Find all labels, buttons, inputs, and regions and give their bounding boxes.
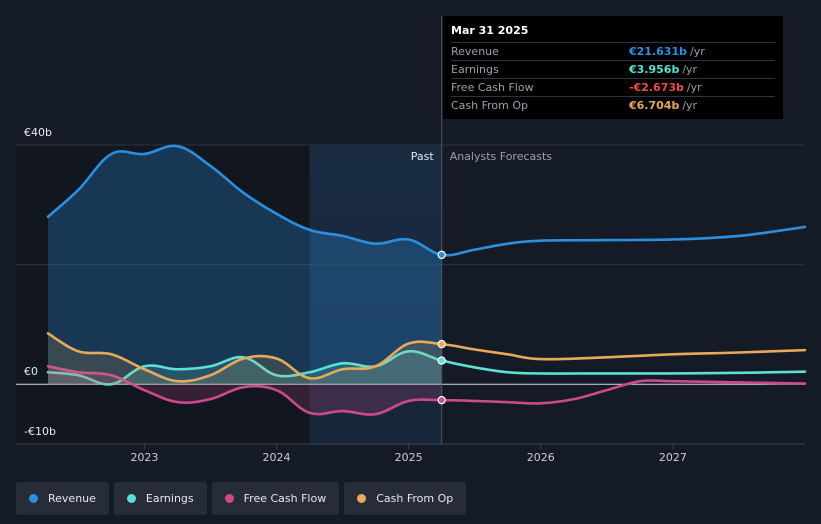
tooltip-unit: /yr [686, 81, 702, 94]
y-tick-label: €40b [24, 126, 52, 139]
legend-label: Earnings [145, 492, 194, 505]
free-cash-flow-marker [437, 395, 446, 405]
tooltip-value: €6.704b [629, 99, 680, 112]
tooltip-date: Mar 31 2025 [451, 24, 529, 37]
past-label: Past [411, 150, 435, 163]
tooltip-label: Earnings [451, 63, 499, 76]
revenue-area [48, 145, 442, 385]
tooltip-unit: /yr [682, 63, 698, 76]
y-tick-label: -€10b [24, 425, 56, 438]
free-cash-flow-area [48, 366, 442, 415]
tooltip: Mar 31 2025 Revenue €21.631b /yr Earning… [443, 16, 783, 119]
earnings-marker [437, 356, 446, 365]
legend-label: Revenue [48, 492, 96, 505]
revenue-dot-icon [29, 494, 38, 503]
free-cash-flow-line [46, 364, 807, 416]
past-background [16, 145, 310, 444]
earnings-area [48, 351, 442, 385]
earnings-dot-icon [126, 494, 136, 503]
tooltip-value: -€2.673b [629, 81, 684, 94]
cash-from-op-marker [437, 339, 446, 349]
cash-from-op-line [46, 332, 807, 383]
tooltip-row-cash-from-op: Cash From Op €6.704b /yr [451, 96, 775, 114]
tooltip-row-free-cash-flow: Free Cash Flow -€2.673b /yr [451, 78, 775, 96]
cash-from-op-dot-icon [357, 494, 367, 503]
tooltip-value: €21.631b [629, 45, 687, 58]
legend-item-free-cash-flow[interactable]: Free Cash Flow [211, 482, 340, 515]
y-tick-label: €0 [24, 365, 38, 378]
tooltip-label: Free Cash Flow [451, 81, 534, 94]
legend-item-earnings[interactable]: Earnings [113, 482, 207, 515]
revenue-marker [437, 250, 446, 260]
past-highlight [309, 145, 442, 444]
earnings-line [46, 349, 807, 386]
tooltip-label: Revenue [451, 45, 499, 58]
tooltip-unit: /yr [682, 99, 698, 112]
x-tick-label: 2023 [130, 451, 158, 464]
x-tick-label: 2025 [395, 451, 423, 464]
legend: Revenue Earnings Free Cash Flow Cash Fro… [16, 482, 467, 515]
forecast-label: Analysts Forecasts [450, 150, 553, 163]
tooltip-value: €3.956b [629, 63, 680, 76]
x-tick-label: 2024 [263, 451, 291, 464]
legend-label: Cash From Op [376, 492, 454, 505]
legend-item-revenue[interactable]: Revenue [16, 482, 109, 515]
revenue-line [46, 144, 807, 257]
tooltip-row-revenue: Revenue €21.631b /yr [451, 42, 775, 60]
free-cash-flow-dot-icon [224, 494, 234, 503]
legend-label: Free Cash Flow [243, 492, 327, 505]
tooltip-unit: /yr [689, 45, 705, 58]
tooltip-label: Cash From Op [451, 99, 529, 112]
x-tick-label: 2027 [659, 451, 687, 464]
legend-item-cash-from-op[interactable]: Cash From Op [344, 482, 467, 515]
tooltip-row-earnings: Earnings €3.956b /yr [451, 60, 775, 78]
x-tick-label: 2026 [527, 451, 555, 464]
